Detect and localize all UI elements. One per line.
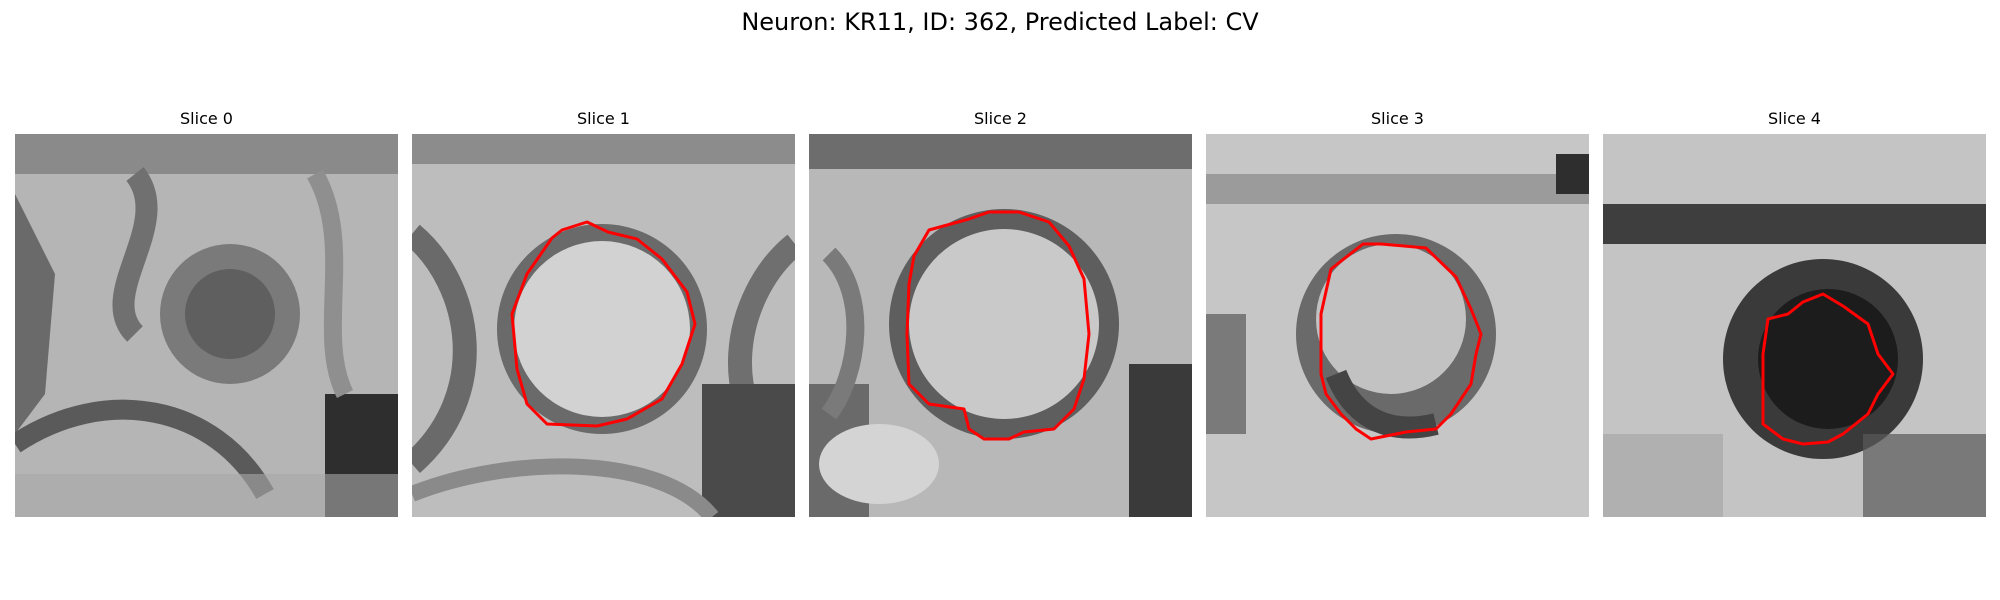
slice-panel-2: Slice 2 [809, 108, 1192, 517]
slice-title: Slice 2 [974, 109, 1027, 128]
slice-image [1603, 134, 1986, 517]
slice-image [412, 134, 795, 517]
slice-panel-1: Slice 1 [412, 108, 795, 517]
slice-title: Slice 3 [1371, 109, 1424, 128]
slice-title: Slice 4 [1768, 109, 1821, 128]
figure-title: Neuron: KR11, ID: 362, Predicted Label: … [741, 8, 1259, 36]
slice-image [1206, 134, 1589, 517]
slice-title: Slice 0 [180, 109, 233, 128]
slice-image [15, 134, 398, 517]
slice-panel-4: Slice 4 [1603, 108, 1986, 517]
slice-panel-3: Slice 3 [1206, 108, 1589, 517]
slice-panel-0: Slice 0 [15, 108, 398, 517]
slice-title: Slice 1 [577, 109, 630, 128]
slice-image [809, 134, 1192, 517]
